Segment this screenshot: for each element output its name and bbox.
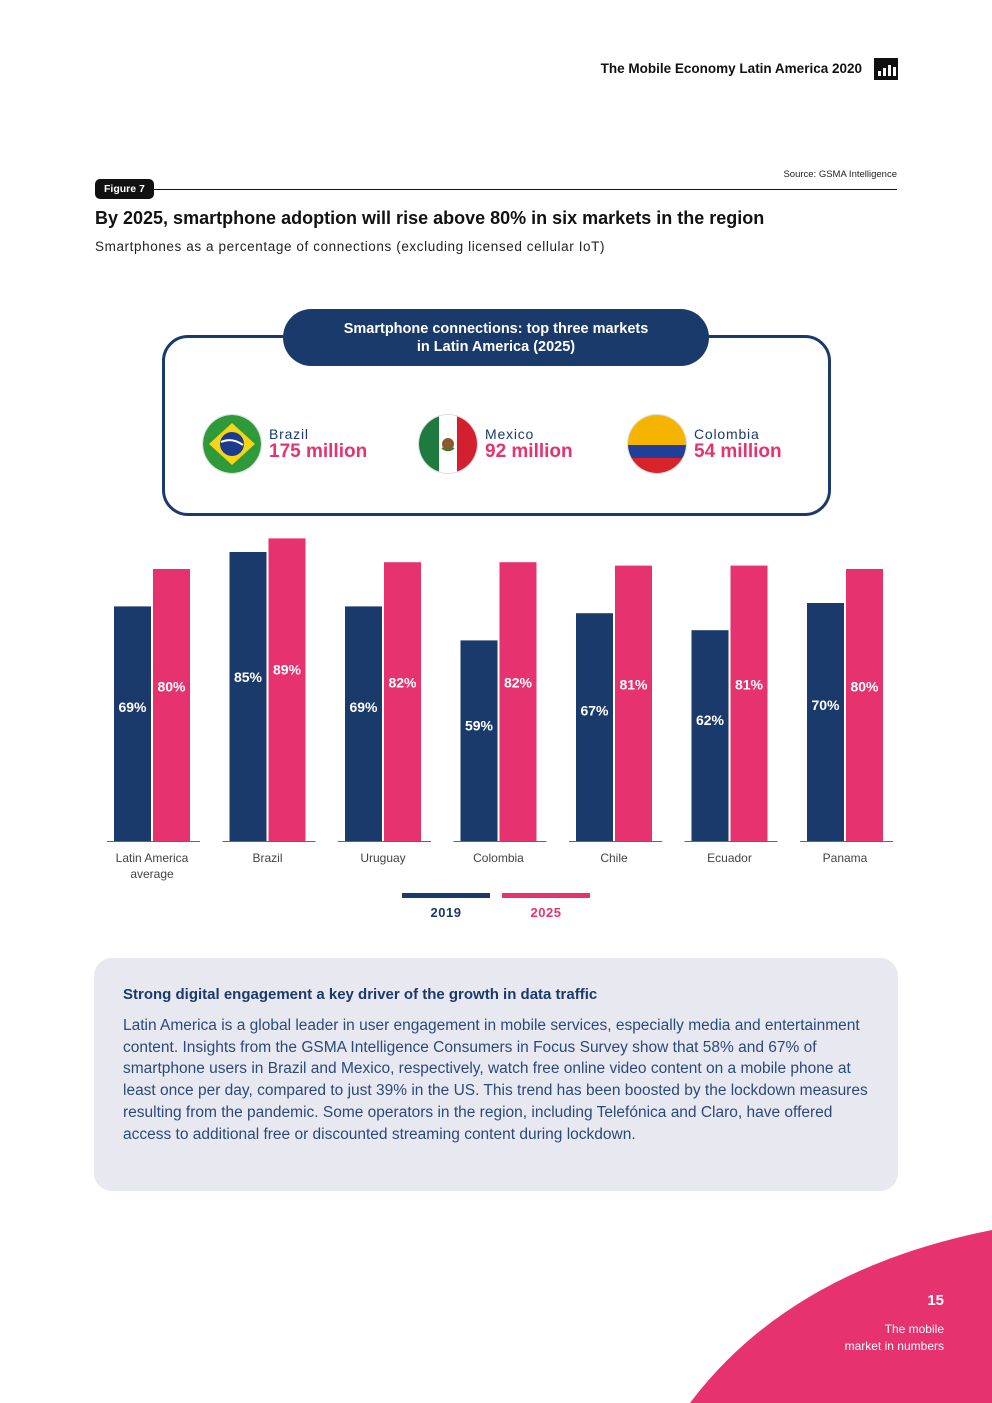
category-label: Brazil bbox=[252, 851, 282, 865]
bar-value-label: 67% bbox=[580, 703, 609, 719]
legend-label-2025: 2025 bbox=[530, 905, 562, 920]
category-label: average bbox=[130, 867, 174, 881]
bar-2019 bbox=[345, 606, 382, 841]
info-callout: Strong digital engagement a key driver o… bbox=[94, 958, 898, 1191]
top-markets-heading-line1: Smartphone connections: top three market… bbox=[343, 320, 649, 337]
page-corner-decoration bbox=[690, 1230, 992, 1403]
bar-2019 bbox=[114, 606, 151, 841]
bar-value-label: 85% bbox=[234, 669, 263, 685]
top-markets-heading: Smartphone connections: top three market… bbox=[283, 309, 709, 366]
figure-divider bbox=[152, 189, 897, 190]
section-name: The mobile market in numbers bbox=[845, 1321, 944, 1354]
bar-value-label: 80% bbox=[850, 678, 879, 694]
bar-2019 bbox=[691, 630, 729, 841]
bar-value-label: 80% bbox=[157, 678, 186, 694]
market-name: Brazil bbox=[269, 426, 309, 442]
bar-value-label: 62% bbox=[696, 712, 725, 728]
market-name: Mexico bbox=[485, 426, 535, 442]
top-markets-heading-line2: in Latin America (2025) bbox=[416, 338, 576, 355]
category-label: Latin America bbox=[116, 851, 189, 865]
bar-2025 bbox=[846, 569, 883, 841]
bar-value-label: 70% bbox=[811, 697, 840, 713]
section-name-line2: market in numbers bbox=[844, 1338, 944, 1353]
category-label: Panama bbox=[823, 851, 868, 865]
bar-value-label: 81% bbox=[619, 677, 648, 693]
bar-chart-icon bbox=[874, 58, 898, 80]
figure-label: Figure 7 bbox=[95, 179, 154, 199]
bar-2025 bbox=[499, 562, 537, 841]
section-name-line1: The mobile bbox=[884, 1322, 944, 1336]
bar-value-label: 69% bbox=[349, 699, 378, 715]
legend-label-2019: 2019 bbox=[430, 905, 462, 920]
market-mexico: Mexico 92 million bbox=[419, 415, 573, 473]
colombia-flag-icon bbox=[628, 415, 686, 473]
bar-value-label: 89% bbox=[273, 662, 302, 678]
legend-item-2025: 2025 bbox=[502, 893, 590, 920]
bar-2025 bbox=[153, 569, 190, 841]
smartphone-adoption-bar-chart: 69% 80% Latin America average 85% 89% Brazil 69… bbox=[107, 538, 893, 881]
bar-value-label: 69% bbox=[118, 699, 147, 715]
brazil-flag-icon bbox=[203, 415, 261, 473]
info-body: Latin America is a global leader in user… bbox=[123, 1017, 868, 1143]
bar-2019 bbox=[576, 613, 613, 841]
bar-2025 bbox=[384, 562, 421, 841]
legend-item-2019: 2019 bbox=[402, 893, 490, 920]
category-label: Chile bbox=[600, 851, 628, 865]
figure-subtitle: Smartphones as a percentage of connectio… bbox=[95, 239, 606, 254]
bar-value-label: 82% bbox=[504, 675, 533, 691]
report-title: The Mobile Economy Latin America 2020 bbox=[600, 61, 862, 76]
bar-2019 bbox=[229, 552, 267, 841]
market-value: 175 million bbox=[269, 441, 368, 462]
bar-value-label: 81% bbox=[735, 677, 764, 693]
info-title: Strong digital engagement a key driver o… bbox=[123, 986, 598, 1003]
market-colombia: Colombia 54 million bbox=[628, 415, 782, 473]
market-name: Colombia bbox=[694, 426, 760, 442]
category-label: Ecuador bbox=[707, 851, 752, 865]
market-value: 92 million bbox=[485, 441, 573, 462]
page-number: 15 bbox=[927, 1292, 944, 1309]
bar-2019 bbox=[460, 640, 498, 841]
figure-source: Source: GSMA Intelligence bbox=[783, 169, 897, 180]
bar-2025 bbox=[268, 538, 306, 841]
bar-2025 bbox=[615, 565, 652, 841]
bar-value-label: 82% bbox=[388, 675, 417, 691]
mexico-flag-icon bbox=[419, 415, 477, 473]
market-value: 54 million bbox=[694, 441, 782, 462]
category-label: Uruguay bbox=[360, 851, 405, 865]
figure-title: By 2025, smartphone adoption will rise a… bbox=[95, 208, 765, 228]
market-brazil: Brazil 175 million bbox=[203, 415, 367, 473]
bar-value-label: 59% bbox=[465, 718, 494, 734]
bar-2019 bbox=[807, 603, 844, 841]
legend-swatch-2025 bbox=[502, 893, 590, 898]
bar-2025 bbox=[730, 565, 768, 841]
legend-swatch-2019 bbox=[402, 893, 490, 898]
category-label: Colombia bbox=[473, 851, 524, 865]
